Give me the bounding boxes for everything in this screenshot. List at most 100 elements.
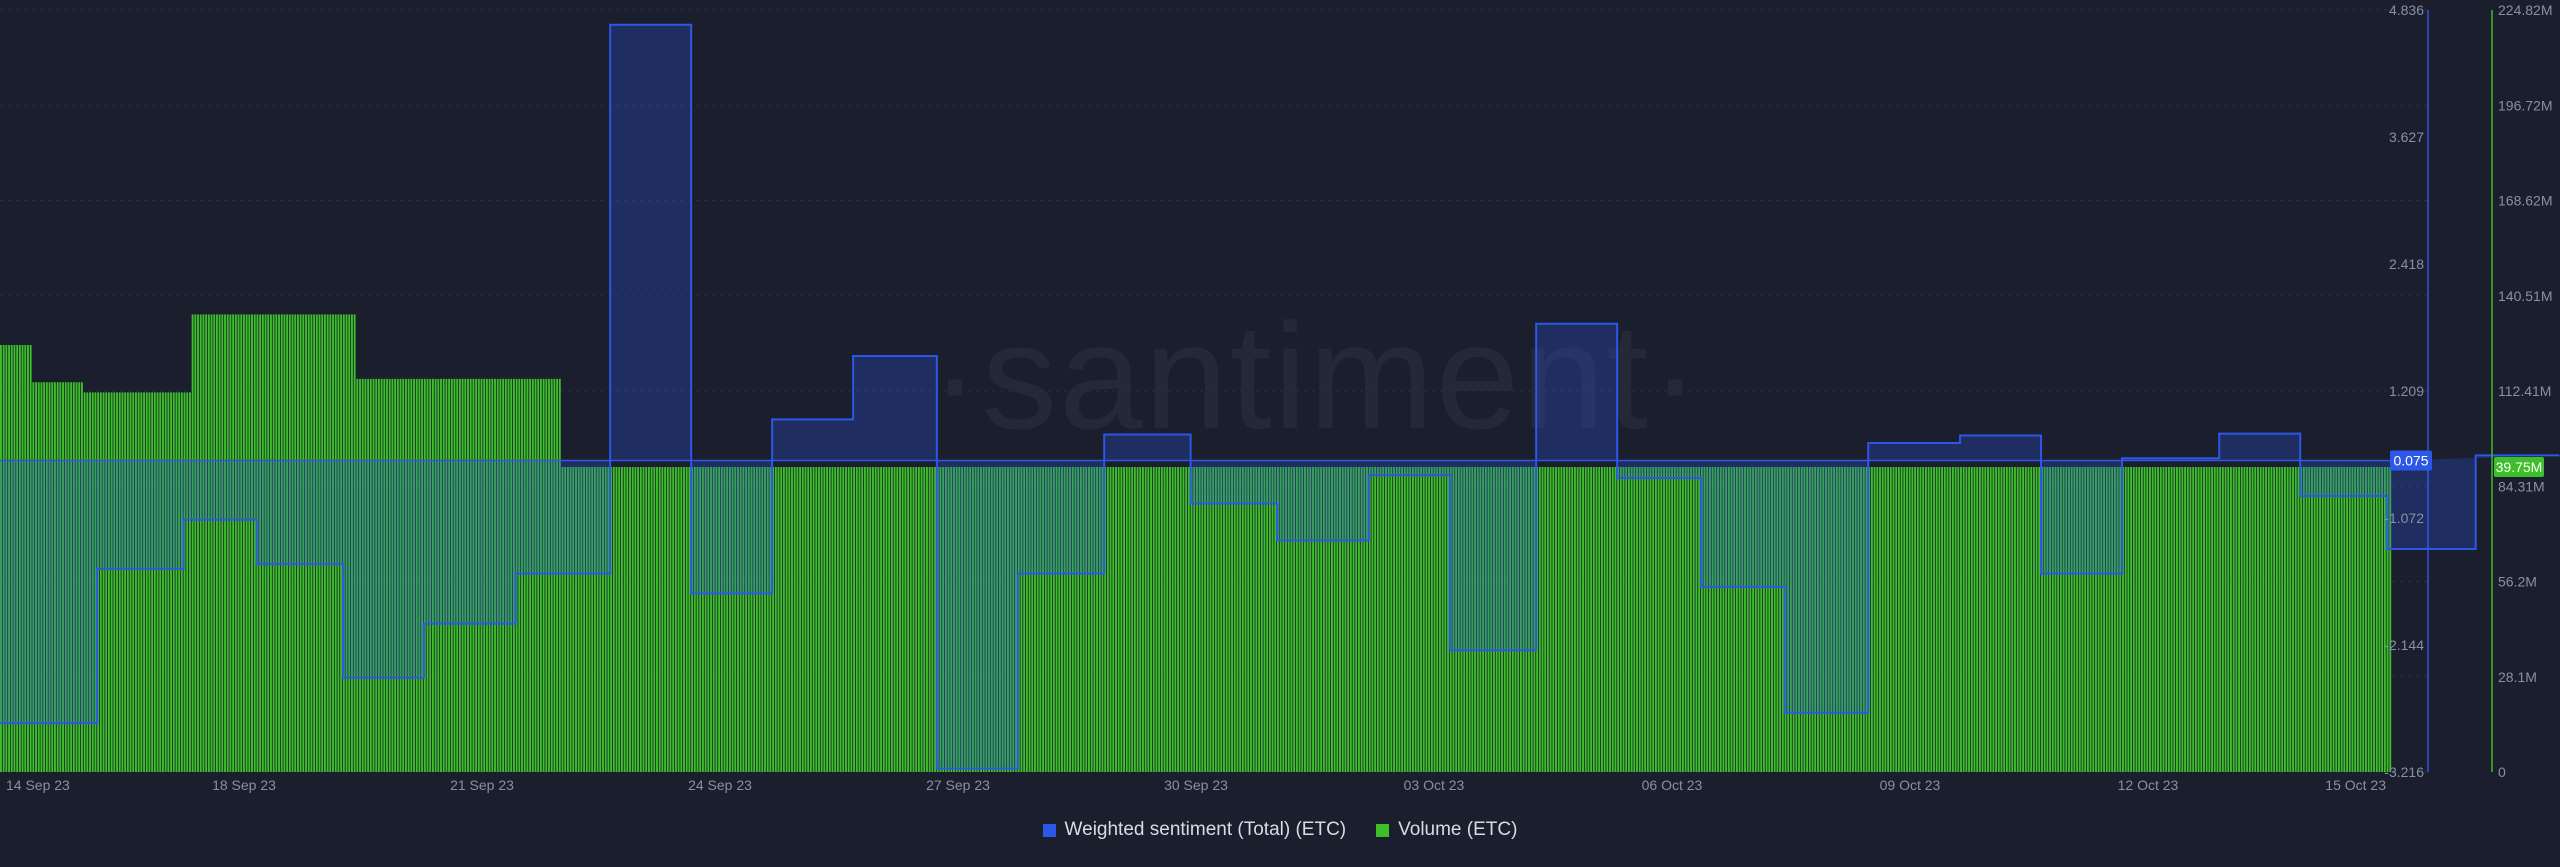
volume-bar	[1204, 466, 1206, 772]
volume-bar	[2103, 466, 2106, 772]
volume-bar	[2019, 466, 2022, 772]
volume-bar	[2043, 466, 2046, 772]
volume-bar	[1843, 466, 1846, 772]
volume-bar	[890, 466, 893, 772]
volume-bar	[739, 466, 742, 772]
volume-bar	[820, 466, 823, 772]
volume-bar	[677, 466, 680, 772]
volume-bar	[701, 466, 704, 772]
volume-bar	[1190, 466, 1193, 772]
volume-bar	[170, 392, 172, 772]
legend-item-sentiment[interactable]: Weighted sentiment (Total) (ETC)	[1042, 819, 1346, 841]
volume-bar	[564, 466, 567, 772]
legend-item-volume[interactable]: Volume (ETC)	[1376, 819, 1517, 841]
volume-bar	[518, 378, 521, 772]
volume-bar	[880, 466, 883, 772]
volume-bar	[1951, 466, 1954, 772]
volume-bar	[558, 378, 561, 772]
volume-bar	[110, 392, 113, 772]
volume-bar	[1630, 466, 1633, 772]
volume-bar	[1627, 466, 1630, 772]
volume-bar	[2378, 466, 2381, 772]
volume-bar	[1395, 466, 1398, 772]
volume-bar	[2319, 466, 2322, 772]
volume-bar	[2200, 466, 2203, 772]
volume-bar	[2294, 466, 2297, 772]
volume-bar	[54, 382, 56, 772]
volume-bar	[458, 378, 461, 772]
volume-bar	[1430, 466, 1433, 772]
volume-bar	[939, 466, 942, 772]
volume-bar	[1131, 466, 1134, 772]
volume-bar	[2259, 466, 2262, 772]
volume-bar	[2113, 466, 2116, 772]
volume-bar	[2049, 466, 2052, 772]
volume-bar	[2032, 466, 2035, 772]
volume-bar	[1835, 466, 1838, 772]
volume-bar	[2230, 466, 2232, 772]
volume-bar	[1314, 466, 1317, 772]
volume-bar	[1196, 466, 1198, 772]
volume-bar	[429, 378, 432, 772]
volume-bar	[1690, 466, 1692, 772]
volume-bar	[1271, 466, 1274, 772]
volume-bar	[2159, 466, 2162, 772]
volume-bar	[1741, 466, 1744, 772]
volume-bar	[1803, 466, 1806, 772]
volume-bar	[396, 378, 399, 772]
volume-bar	[2284, 466, 2286, 772]
volume-bar	[499, 378, 502, 772]
volume-bar	[1082, 466, 1085, 772]
volume-bar	[1263, 466, 1266, 772]
volume-bar	[777, 466, 780, 772]
volume-bar	[1071, 466, 1074, 772]
volume-bar	[1514, 466, 1517, 772]
volume-bar	[839, 466, 842, 772]
volume-bar	[332, 314, 334, 772]
volume-bar	[1768, 466, 1771, 772]
volume-bar	[950, 466, 953, 772]
volume-bar	[2108, 466, 2111, 772]
volume-bar	[874, 466, 877, 772]
volume-bar	[1160, 466, 1163, 772]
volume-bar	[1760, 466, 1763, 772]
volume-bar	[404, 378, 407, 772]
volume-bar	[969, 466, 972, 772]
volume-bar	[496, 378, 499, 772]
volume-bar	[845, 466, 847, 772]
volume-bar	[2051, 466, 2054, 772]
volume-bar	[1838, 466, 1841, 772]
volume-bar	[926, 466, 928, 772]
volume-bar	[2127, 466, 2130, 772]
volume-value-text: 39.75M	[2496, 459, 2543, 475]
volume-bar	[1943, 466, 1946, 772]
volume-bar	[2173, 466, 2176, 772]
volume-bar	[1293, 466, 1296, 772]
volume-bar	[723, 466, 726, 772]
volume-bar	[764, 466, 766, 772]
volume-bar	[350, 314, 353, 772]
volume-bar	[2081, 466, 2084, 772]
volume-bar	[1571, 466, 1574, 772]
volume-bar	[78, 382, 81, 772]
volume-bar	[769, 466, 772, 772]
volume-bar	[2281, 466, 2284, 772]
right-axis-tick-label: 224.82M	[2498, 2, 2552, 18]
volume-bar	[1773, 466, 1776, 772]
right-axis-tick-label: 196.72M	[2498, 97, 2552, 113]
volume-bar	[1754, 466, 1757, 772]
volume-bar	[882, 466, 885, 772]
volume-bar	[1085, 466, 1088, 772]
volume-bar	[2308, 466, 2311, 772]
volume-bar	[2046, 466, 2049, 772]
volume-bar	[958, 466, 961, 772]
volume-bar	[1733, 466, 1736, 772]
volume-bar	[807, 466, 810, 772]
volume-bar	[1457, 466, 1460, 772]
volume-bar	[310, 314, 313, 772]
volume-bar	[175, 392, 178, 772]
volume-bar	[834, 466, 837, 772]
volume-bar	[1287, 466, 1290, 772]
volume-bar	[321, 314, 324, 772]
volume-bar	[1390, 466, 1393, 772]
